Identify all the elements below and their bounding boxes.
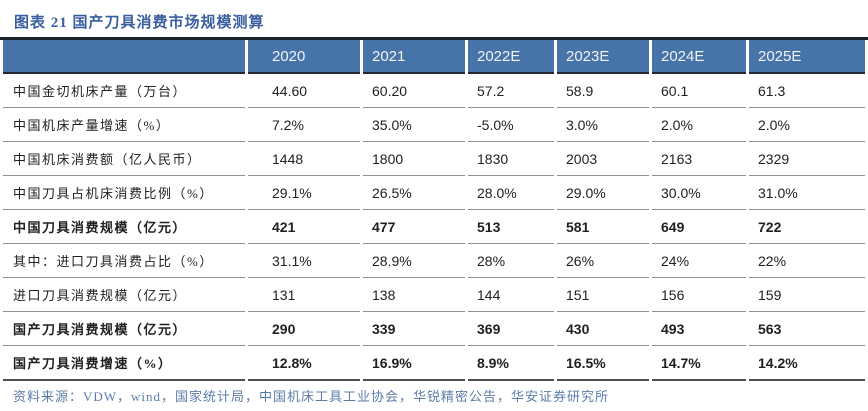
cell-value: 2163: [652, 142, 746, 176]
cell-value: 1800: [363, 142, 465, 176]
row-label: 中国机床消费额（亿人民币）: [3, 142, 245, 176]
consumption-table: 2020 2021 2022E 2023E 2024E 2025E 中国金切机床产量（万台…: [0, 40, 868, 381]
cell-value: 12.8%: [248, 346, 360, 381]
table-row: 中国机床产量增速（%） 7.2% 35.0% -5.0% 3.0% 2.0% 2.0%: [3, 108, 865, 142]
row-label: 国产刀具消费增速（%）: [3, 346, 245, 381]
cell-value: 16.9%: [363, 346, 465, 381]
header-cell-year: 2024E: [652, 40, 746, 74]
cell-value: 159: [749, 278, 865, 312]
cell-value: 60.20: [363, 74, 465, 108]
header-cell-year: 2023E: [557, 40, 649, 74]
cell-value: 58.9: [557, 74, 649, 108]
consumption-table-wrap: 2020 2021 2022E 2023E 2024E 2025E 中国金切机床产量（万台…: [0, 37, 868, 381]
cell-value: 151: [557, 278, 649, 312]
cell-value: 138: [363, 278, 465, 312]
cell-value: 369: [468, 312, 554, 346]
cell-value: 61.3: [749, 74, 865, 108]
cell-value: 57.2: [468, 74, 554, 108]
cell-value: 131: [248, 278, 360, 312]
table-body: 中国金切机床产量（万台） 44.60 60.20 57.2 58.9 60.1 61.3 中国…: [3, 74, 865, 381]
cell-value: 31.0%: [749, 176, 865, 210]
table-row: 国产刀具消费增速（%） 12.8% 16.9% 8.9% 16.5% 14.7% 14.2%: [3, 346, 865, 381]
cell-value: 290: [248, 312, 360, 346]
table-row: 中国金切机床产量（万台） 44.60 60.20 57.2 58.9 60.1 61.3: [3, 74, 865, 108]
cell-value: 8.9%: [468, 346, 554, 381]
cell-value: 30.0%: [652, 176, 746, 210]
cell-value: 2003: [557, 142, 649, 176]
cell-value: 14.7%: [652, 346, 746, 381]
header-cell-label: [3, 40, 245, 74]
figure-title: 图表 21 国产刀具消费市场规模测算: [14, 15, 265, 31]
cell-value: 2.0%: [652, 108, 746, 142]
cell-value: 1830: [468, 142, 554, 176]
table-row: 中国刀具消费规模（亿元） 421 477 513 581 649 722: [3, 210, 865, 244]
source-note: 资料来源：VDW，wind，国家统计局，中国机床工具工业协会，华锐精密公告，华安…: [13, 389, 610, 404]
cell-value: -5.0%: [468, 108, 554, 142]
table-row: 进口刀具消费规模（亿元） 131 138 144 151 156 159: [3, 278, 865, 312]
cell-value: 28.9%: [363, 244, 465, 278]
cell-value: 28.0%: [468, 176, 554, 210]
table-row: 中国机床消费额（亿人民币） 1448 1800 1830 2003 2163 2329: [3, 142, 865, 176]
cell-value: 3.0%: [557, 108, 649, 142]
row-label: 中国刀具占机床消费比例（%）: [3, 176, 245, 210]
header-cell-year: 2022E: [468, 40, 554, 74]
row-label: 中国金切机床产量（万台）: [3, 74, 245, 108]
cell-value: 22%: [749, 244, 865, 278]
row-label: 中国机床产量增速（%）: [3, 108, 245, 142]
cell-value: 493: [652, 312, 746, 346]
cell-value: 581: [557, 210, 649, 244]
row-label: 国产刀具消费规模（亿元）: [3, 312, 245, 346]
row-label: 其中：进口刀具消费占比（%）: [3, 244, 245, 278]
cell-value: 722: [749, 210, 865, 244]
cell-value: 29.0%: [557, 176, 649, 210]
cell-value: 144: [468, 278, 554, 312]
row-label: 中国刀具消费规模（亿元）: [3, 210, 245, 244]
cell-value: 2329: [749, 142, 865, 176]
cell-value: 44.60: [248, 74, 360, 108]
cell-value: 16.5%: [557, 346, 649, 381]
cell-value: 430: [557, 312, 649, 346]
cell-value: 60.1: [652, 74, 746, 108]
cell-value: 24%: [652, 244, 746, 278]
cell-value: 339: [363, 312, 465, 346]
cell-value: 421: [248, 210, 360, 244]
cell-value: 156: [652, 278, 746, 312]
header-cell-year: 2025E: [749, 40, 865, 74]
header-cell-year: 2020: [248, 40, 360, 74]
cell-value: 31.1%: [248, 244, 360, 278]
cell-value: 28%: [468, 244, 554, 278]
table-row: 其中：进口刀具消费占比（%） 31.1% 28.9% 28% 26% 24% 22%: [3, 244, 865, 278]
cell-value: 29.1%: [248, 176, 360, 210]
row-label: 进口刀具消费规模（亿元）: [3, 278, 245, 312]
cell-value: 477: [363, 210, 465, 244]
cell-value: 563: [749, 312, 865, 346]
header-cell-year: 2021: [363, 40, 465, 74]
cell-value: 7.2%: [248, 108, 360, 142]
cell-value: 35.0%: [363, 108, 465, 142]
cell-value: 513: [468, 210, 554, 244]
cell-value: 26.5%: [363, 176, 465, 210]
cell-value: 14.2%: [749, 346, 865, 381]
table-row: 国产刀具消费规模（亿元） 290 339 369 430 493 563: [3, 312, 865, 346]
cell-value: 2.0%: [749, 108, 865, 142]
header-row: 2020 2021 2022E 2023E 2024E 2025E: [3, 40, 865, 74]
cell-value: 26%: [557, 244, 649, 278]
table-row: 中国刀具占机床消费比例（%） 29.1% 26.5% 28.0% 29.0% 30.0% 3…: [3, 176, 865, 210]
cell-value: 649: [652, 210, 746, 244]
cell-value: 1448: [248, 142, 360, 176]
